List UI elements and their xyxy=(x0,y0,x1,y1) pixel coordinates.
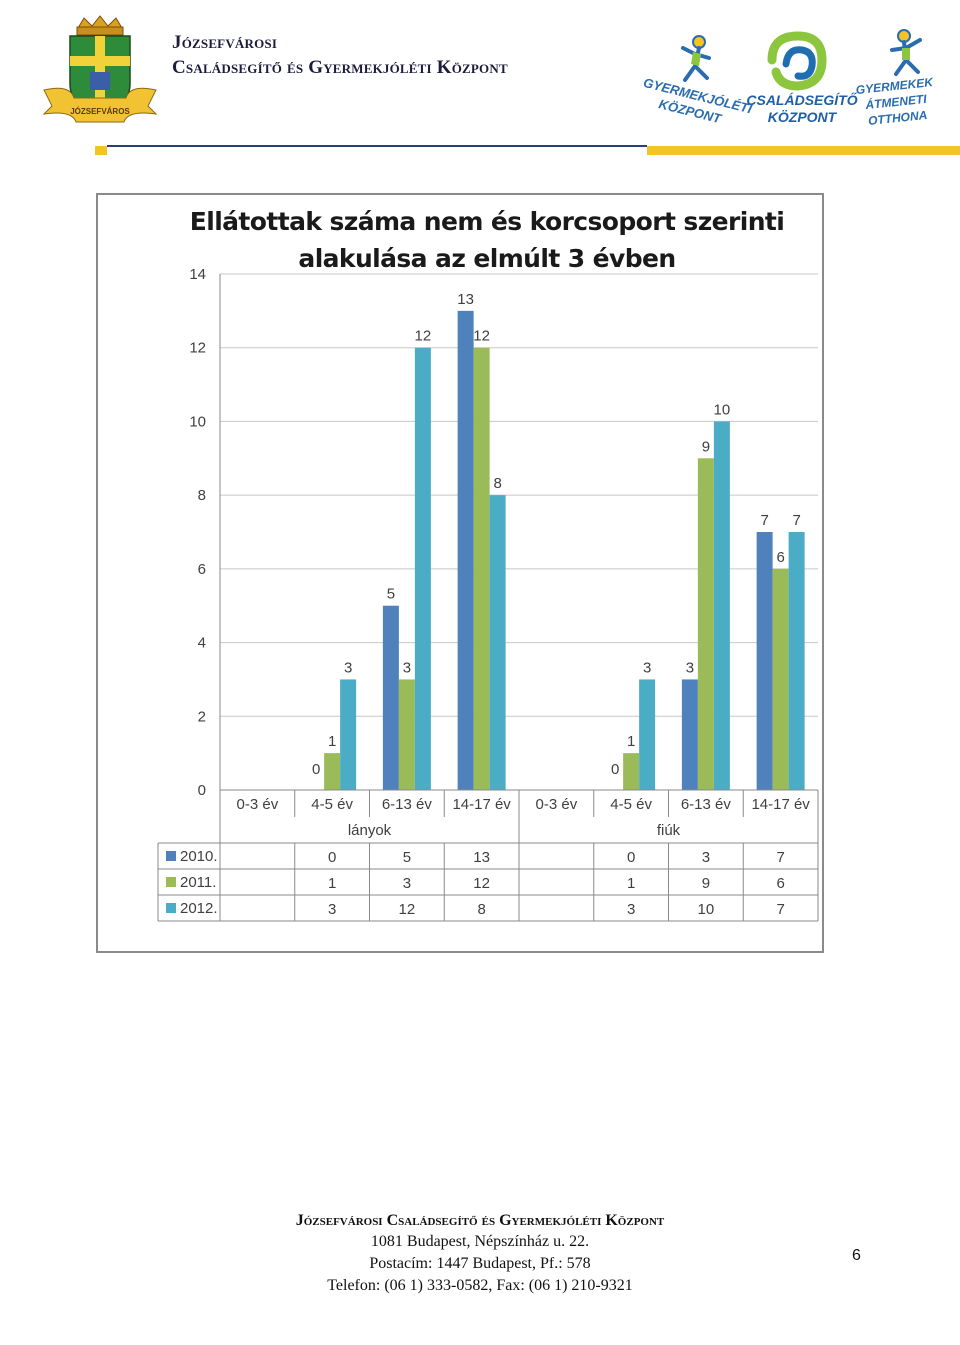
table-value: 1 xyxy=(328,875,336,892)
x-tick-label: 4-5 év xyxy=(610,796,652,813)
legend-series-name: 2010. xyxy=(180,848,218,865)
x-tick-label: 0-3 év xyxy=(237,796,279,813)
csaladsegito-logo-line2: KÖZPONT xyxy=(767,109,837,125)
table-value: 12 xyxy=(473,875,490,892)
x-tick-label: 14-17 év xyxy=(751,796,810,813)
x-tick-label: 14-17 év xyxy=(452,796,511,813)
csaladsegito-logo-line1: CSALÁDSEGÍTŐ xyxy=(746,92,858,108)
table-value: 0 xyxy=(328,849,336,866)
data-label: 12 xyxy=(473,328,490,345)
footer-organization: Józsefvárosi Családsegítő és Gyermekjólé… xyxy=(295,1212,665,1229)
bar xyxy=(473,347,490,790)
bar xyxy=(772,568,789,790)
y-tick-label: 12 xyxy=(189,340,206,357)
table-value: 8 xyxy=(477,901,485,918)
y-tick-label: 6 xyxy=(198,561,206,578)
bar xyxy=(788,532,805,790)
table-value: 5 xyxy=(403,849,411,866)
table-value: 7 xyxy=(776,849,784,866)
table-value: 12 xyxy=(399,901,416,918)
bar xyxy=(457,310,474,790)
header-title-line1: Józsefvárosi xyxy=(172,32,278,53)
data-label: 12 xyxy=(415,328,432,345)
table-value: 3 xyxy=(328,901,336,918)
data-label: 5 xyxy=(387,586,395,603)
bar xyxy=(382,605,399,790)
bar xyxy=(756,532,773,790)
y-tick-label: 4 xyxy=(198,635,206,652)
header-title: Józsefvárosi Családsegítő és Gyermekjólé… xyxy=(172,30,508,80)
crest-ribbon-text: JÓZSEFVÁROS xyxy=(70,107,130,116)
header-accent-bar-left xyxy=(95,146,107,155)
data-label: 6 xyxy=(776,549,784,566)
page-number: 6 xyxy=(852,1247,861,1264)
table-value: 13 xyxy=(473,849,490,866)
bar xyxy=(398,679,415,790)
data-label: 1 xyxy=(328,733,336,750)
bar xyxy=(639,679,656,790)
table-value: 0 xyxy=(627,849,635,866)
data-label: 1 xyxy=(627,733,635,750)
table-value: 6 xyxy=(776,875,784,892)
x-group-label: fiúk xyxy=(657,822,681,839)
legend-swatch xyxy=(166,851,176,861)
csaladsegito-logo-swirl xyxy=(767,31,827,91)
table-value: 1 xyxy=(627,875,635,892)
legend-series-name: 2011. xyxy=(180,874,216,891)
bar xyxy=(414,347,431,790)
footer-postal-address: Postacím: 1447 Budapest, Pf.: 578 xyxy=(369,1255,591,1272)
footer-phone-fax: Telefon: (06 1) 333-0582, Fax: (06 1) 21… xyxy=(327,1277,633,1294)
data-label: 0 xyxy=(611,761,619,778)
bar xyxy=(713,421,730,790)
x-tick-label: 0-3 év xyxy=(536,796,578,813)
table-value: 9 xyxy=(702,875,710,892)
y-tick-label: 10 xyxy=(189,413,206,430)
bar xyxy=(623,753,640,790)
chart-title-line2: alakulása az elmúlt 3 évben xyxy=(298,244,675,273)
x-tick-label: 6-13 év xyxy=(681,796,732,813)
data-label: 3 xyxy=(403,659,411,676)
bar xyxy=(681,679,698,790)
bar xyxy=(324,753,341,790)
data-label: 3 xyxy=(643,659,651,676)
table-value: 10 xyxy=(698,901,715,918)
table-value: 3 xyxy=(627,901,635,918)
legend-swatch xyxy=(166,877,176,887)
data-label: 7 xyxy=(792,512,800,529)
data-label: 3 xyxy=(686,659,694,676)
y-tick-label: 14 xyxy=(189,266,206,283)
chart-title-line1: Ellátottak száma nem és korcsoport szeri… xyxy=(190,207,784,236)
footer-address: 1081 Budapest, Népszínház u. 22. xyxy=(370,1233,590,1250)
csaladsegito-logo-text: CSALÁDSEGÍTŐ KÖZPONT xyxy=(744,92,860,126)
data-label: 3 xyxy=(344,659,352,676)
data-label: 7 xyxy=(760,512,768,529)
atmeneti-otthon-logo-text: GYERMEKEK ÁTMENETI OTTHONA xyxy=(854,74,939,130)
legend-series-name: 2012. xyxy=(180,900,218,917)
bar xyxy=(697,458,714,790)
bar xyxy=(340,679,357,790)
x-tick-label: 6-13 év xyxy=(382,796,433,813)
y-tick-label: 2 xyxy=(198,708,206,725)
header-title-line2: Családsegítő és Gyermekjóléti Központ xyxy=(172,57,508,78)
data-label: 9 xyxy=(702,438,710,455)
header-accent-bar-right xyxy=(647,146,960,155)
data-label: 0 xyxy=(312,761,320,778)
table-value: 3 xyxy=(702,849,710,866)
data-label: 10 xyxy=(714,401,731,418)
gyermekjoleti-logo-figure xyxy=(681,35,711,82)
atmeneti-otthon-logo-figure xyxy=(890,29,922,76)
data-label: 8 xyxy=(493,475,501,492)
data-label: 13 xyxy=(457,291,474,308)
table-value: 7 xyxy=(776,901,784,918)
coat-of-arms-logo: JÓZSEFVÁROS xyxy=(42,15,158,123)
x-group-label: lányok xyxy=(348,822,392,839)
x-tick-label: 4-5 év xyxy=(311,796,353,813)
y-tick-label: 0 xyxy=(198,782,206,799)
header-divider-line xyxy=(107,145,647,147)
y-tick-label: 8 xyxy=(198,487,206,504)
legend-swatch xyxy=(166,903,176,913)
bar xyxy=(489,495,506,790)
table-value: 3 xyxy=(403,875,411,892)
